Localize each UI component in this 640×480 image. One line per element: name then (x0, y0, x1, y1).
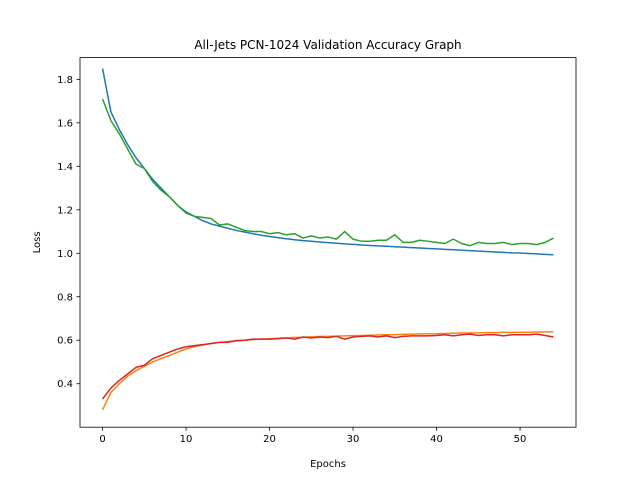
y-tick-label: 1.4 (57, 162, 73, 173)
x-tick-label: 30 (347, 434, 360, 445)
series-line-2 (101, 331, 554, 411)
y-tick-label: 0.6 (57, 336, 73, 347)
y-tick-label: 0.4 (57, 379, 73, 390)
series-layer (101, 68, 554, 411)
x-tick-label: 0 (99, 434, 105, 445)
y-tick-label: 1.6 (57, 118, 73, 129)
series-line-3 (101, 98, 554, 247)
y-tick-label: 1.8 (57, 75, 73, 86)
x-tick-label: 10 (180, 434, 193, 445)
x-tick-label: 40 (430, 434, 443, 445)
y-tick-label: 0.8 (57, 292, 73, 303)
y-axis-ticks: 0.4 0.6 0.8 1.0 1.2 1.4 1.6 1.8 (57, 75, 80, 390)
series-line-4 (101, 333, 554, 400)
y-axis-label: Loss (32, 231, 43, 253)
plot-frame (79, 57, 577, 428)
x-axis-label: Epochs (310, 459, 346, 470)
x-tick-label: 20 (263, 434, 276, 445)
x-tick-label: 50 (514, 434, 527, 445)
x-axis-ticks: 0 10 20 30 40 50 (99, 427, 526, 445)
y-tick-label: 1.2 (57, 205, 73, 216)
chart-title: All-Jets PCN-1024 Validation Accuracy Gr… (194, 38, 461, 52)
y-tick-label: 1.0 (57, 249, 73, 260)
